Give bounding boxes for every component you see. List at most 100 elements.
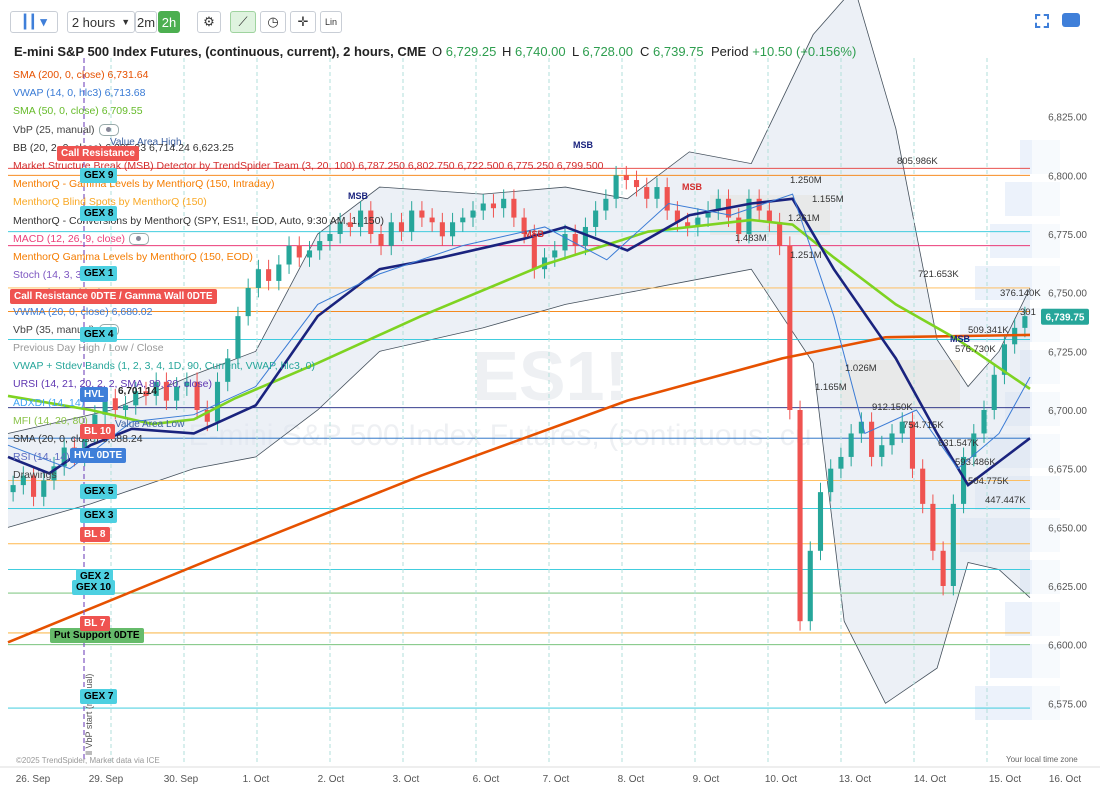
indicator-legend-item[interactable]: Previous Day High / Low / Close [13,342,164,354]
camera-icon[interactable] [1062,13,1080,27]
indicator-legend-label: VbP (25, manual) [13,123,95,136]
chart-title: E-mini S&P 500 Index Futures, (continuou… [14,44,427,59]
candle-body [828,468,834,493]
indicator-legend-label: MenthorQ - Gamma Levels by MenthorQ (150… [13,178,275,191]
interval-select[interactable]: 2 hours ▼ [67,11,135,33]
ohlc-open: O 6,729.25 [432,44,497,59]
value-area-low-label: Value Area Low [115,419,185,430]
settings-gear-icon[interactable]: ⚙ [197,11,221,33]
lin-scale-button[interactable]: Lin [320,11,342,33]
candle-body [807,550,813,622]
candle-body [858,421,864,434]
candle-body [480,203,486,211]
volume-node-label: 1.026M [845,363,877,374]
eye-icon[interactable] [98,123,119,136]
x-tick-label: 7. Oct [543,774,570,785]
interval-2m-button[interactable]: 2m [135,11,157,33]
x-tick-label: 8. Oct [618,774,645,785]
vbp-start-label: ll VbP start (manual) [84,674,94,755]
candle-body [470,210,476,218]
ohlc-low: L 6,728.00 [572,44,633,59]
candle-body [736,217,742,234]
indicator-legend-item[interactable]: URSI (14, 21, 20, 2, 2, SMA, 80, 20, clo… [13,378,212,390]
level-tag: GEX 7 [80,689,118,704]
candle-body [266,269,272,281]
candle-body [163,381,169,401]
candle-body [122,405,129,410]
indicator-legend-item[interactable]: ADXDI (14, 14) [13,397,84,409]
candle-body [337,222,343,234]
indicator-legend-item[interactable]: MenthorQ - Conversions by MenthorQ (SPY,… [13,215,384,227]
candle-body [889,433,895,446]
volume-node-label: 1.261M [788,213,820,224]
volume-node-label: 447.447K [985,495,1026,506]
indicator-legend-item[interactable]: MenthorQ Blind Spots by MenthorQ (150) [13,196,207,208]
crosshair-icon[interactable]: ✛ [290,11,316,33]
candle-body [51,466,57,481]
y-tick-label: 6,575.00 [1048,699,1087,710]
indicator-legend-item[interactable]: VbP (25, manual) [13,124,119,136]
indicator-legend-label: ADXDI (14, 14) [13,396,85,409]
period-change: Period +10.50 (+0.156%) [711,44,857,59]
level-tag: HVL [80,387,108,402]
indicator-legend-item[interactable]: MACD (12, 26, 9, close) [13,233,150,246]
x-tick-label: 10. Oct [765,774,797,785]
candle-body [30,475,37,497]
candle-body [838,456,844,469]
x-tick-label: 15. Oct [989,774,1021,785]
x-tick-label: 26. Sep [16,774,51,785]
candle-body [112,398,118,410]
indicator-legend-item[interactable]: MFI (14, 20, 80) [13,415,88,427]
candle-body [562,234,568,251]
indicator-legend-label: SMA (50, 0, close) 6,709.55 [13,105,143,118]
indicator-legend-item[interactable]: VWMA (20, 0, close) 6,680.02 [13,306,152,318]
candle-body [388,222,394,246]
indicator-legend-item[interactable]: Drawings [13,469,57,481]
candle-body [419,210,425,218]
fullscreen-icon[interactable] [1035,14,1049,28]
volume-node-label: 1.251M [790,250,822,261]
msb-label: MSB [524,229,545,239]
volume-node-label: 593.486K [955,457,996,468]
indicator-legend-item[interactable]: Market Structure Break (MSB) Detector by… [13,160,604,172]
indicator-legend-item[interactable]: MenthorQ - Gamma Levels by MenthorQ (150… [13,178,274,190]
indicator-legend-item[interactable]: RSI (14, 14) [13,451,70,463]
candle-body [378,234,384,246]
eye-icon[interactable] [129,233,150,246]
clock-icon[interactable]: ◷ [260,11,286,33]
candle-body [552,250,558,258]
candle-body [593,210,599,227]
candle-body [398,222,405,232]
candle-body [82,433,88,457]
indicator-legend-item[interactable]: SMA (200, 0, close) 6,731.64 [13,69,148,81]
volume-node-label: 576.730K [955,344,996,355]
interval-2h-button[interactable]: 2h [158,11,180,33]
y-tick-label: 6,700.00 [1048,406,1087,417]
y-tick-label: 6,675.00 [1048,465,1087,476]
indicator-line [7,218,1031,426]
indicator-legend-item[interactable]: MenthorQ Gamma Levels by MenthorQ (150, … [13,251,253,263]
candle-body [664,187,670,211]
indicator-legend-item[interactable]: SMA (20, 0, close) 6,688.24 [13,433,143,445]
msb-label: MSB [348,191,369,201]
bollinger-band-fill [8,0,1030,704]
indicator-legend-item[interactable]: Stoch (14, 3, 3) [13,269,85,281]
candle-body [358,210,364,227]
indicator-legend-label: SMA (20, 0, close) 6,688.24 [13,433,143,445]
candle-body [102,398,108,415]
indicator-legend-item[interactable]: VWAP + Stdev Bands (1, 2, 3, 4, 1D, 90, … [13,360,315,372]
chart-type-button[interactable]: ┃┃ ▾ [10,11,58,33]
level-tag: Call Resistance [57,146,139,161]
indicator-legend-item[interactable]: VWAP (14, 0, hlc3) 6,713.68 [13,87,146,99]
y-tick-label: 6,800.00 [1048,171,1087,182]
indicator-legend-label: Previous Day High / Low / Close [13,342,164,354]
candle-body [194,381,200,410]
trend-tool-icon[interactable]: ⟋ [230,11,256,33]
candle-body [971,433,977,457]
copyright: ©2025 TrendSpider, Market data via ICE [16,756,160,765]
candle-body [174,386,180,401]
hvl-value-label: 6,701.14 [118,386,157,397]
indicator-legend-item[interactable]: SMA (50, 0, close) 6,709.55 [13,105,143,117]
candle-body [1001,344,1008,375]
